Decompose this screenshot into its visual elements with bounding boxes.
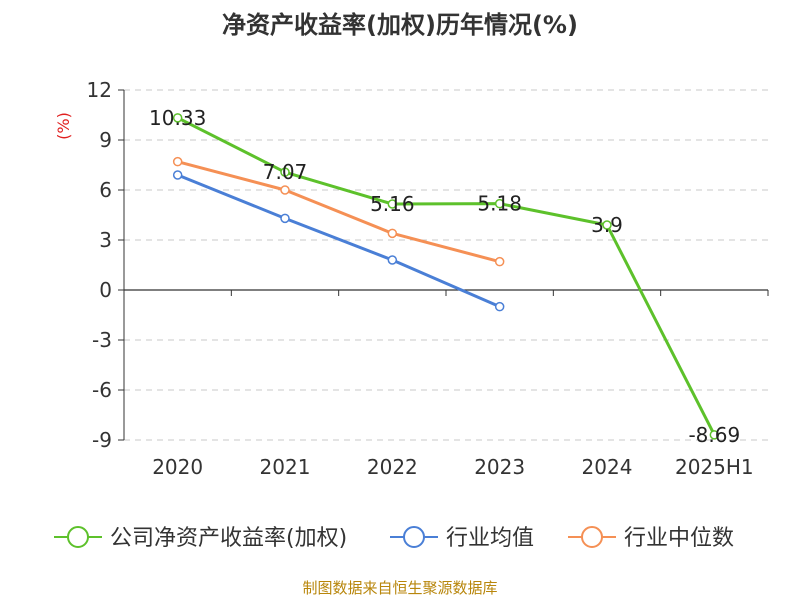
x-tick-label: 2025H1 xyxy=(675,455,754,479)
x-tick-label: 2024 xyxy=(582,455,633,479)
data-point xyxy=(387,255,398,265)
legend-label: 行业中位数 xyxy=(624,526,734,551)
legend-marker xyxy=(403,526,425,548)
source-note: 制图数据来自恒生聚源数据库 xyxy=(302,579,497,597)
data-point xyxy=(280,167,290,177)
data-point xyxy=(709,430,720,440)
x-tick-label: 2023 xyxy=(474,455,525,479)
legend-marker xyxy=(67,526,89,548)
data-labels: 10.33 7.07 5.16 5.18 3.9 -8.69 xyxy=(149,106,740,447)
series-line xyxy=(176,116,716,436)
data-point xyxy=(602,220,612,230)
series-line xyxy=(177,173,501,309)
series-line xyxy=(177,160,501,264)
y-tick-label: 9 xyxy=(99,128,112,152)
y-tick-label: -3 xyxy=(92,328,112,352)
legend-item[interactable]: 行业中位数 xyxy=(568,526,734,551)
legend-item[interactable]: 公司净资产收益率(加权) xyxy=(54,526,347,551)
x-tick-label: 2022 xyxy=(367,455,418,479)
data-point xyxy=(280,213,290,224)
x-tick-label: 2020 xyxy=(152,455,203,479)
y-tick-label: 0 xyxy=(99,278,112,302)
data-point xyxy=(172,170,183,180)
y-tick-label: 3 xyxy=(99,228,112,252)
series-lines xyxy=(172,113,720,440)
data-point xyxy=(172,156,183,167)
data-point xyxy=(280,185,290,195)
legend[interactable]: 公司净资产收益率(加权) 行业均值 行业中位数 xyxy=(54,526,734,551)
legend-marker xyxy=(581,526,603,548)
legend-label: 公司净资产收益率(加权) xyxy=(110,526,347,551)
data-label: -8.69 xyxy=(688,423,740,447)
data-point xyxy=(172,113,183,123)
y-tick-label: 6 xyxy=(99,178,112,202)
chart-title: 净资产收益率(加权)历年情况(%) xyxy=(222,11,578,39)
data-label: 5.16 xyxy=(370,192,415,216)
axes: 12 9 6 3 0 -3 -6 -9 2020 2021 2022 2023 2024 2025H1 xyxy=(87,78,769,479)
y-tick-label: 12 xyxy=(87,78,112,102)
y-axis-label: (%) xyxy=(54,112,73,140)
x-tick-label: 2021 xyxy=(260,455,311,479)
data-label: 7.07 xyxy=(263,160,308,184)
data-point xyxy=(387,228,398,239)
grid-lines xyxy=(124,89,768,441)
data-label: 3.9 xyxy=(591,213,623,237)
data-point xyxy=(494,301,505,312)
data-label: 10.33 xyxy=(149,106,206,130)
y-tick-label: -6 xyxy=(92,378,112,402)
data-point xyxy=(494,256,505,267)
data-label: 5.18 xyxy=(477,192,522,216)
y-tick-label: -9 xyxy=(92,428,112,452)
legend-item[interactable]: 行业均值 xyxy=(390,526,534,551)
legend-label: 行业均值 xyxy=(446,526,534,551)
data-point xyxy=(494,198,505,209)
data-point xyxy=(387,199,398,209)
